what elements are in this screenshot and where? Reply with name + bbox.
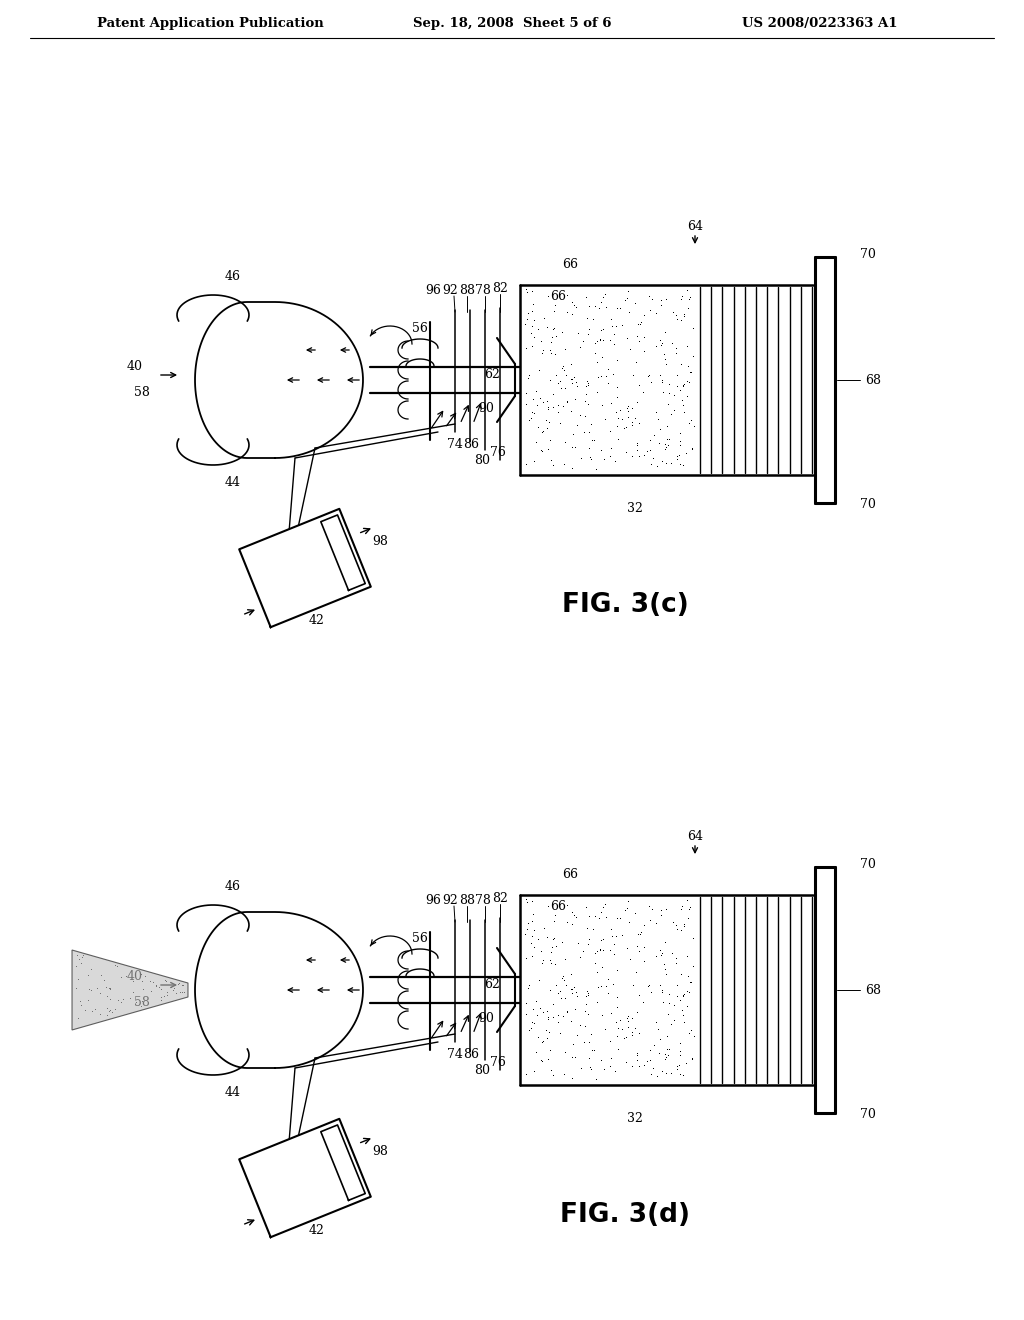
Text: 74: 74 bbox=[447, 438, 463, 451]
Text: 78: 78 bbox=[475, 894, 490, 907]
Text: 42: 42 bbox=[308, 614, 325, 627]
Text: 98: 98 bbox=[372, 535, 388, 548]
Text: 44: 44 bbox=[225, 1086, 241, 1100]
Text: US 2008/0223363 A1: US 2008/0223363 A1 bbox=[742, 17, 898, 30]
Text: Patent Application Publication: Patent Application Publication bbox=[96, 17, 324, 30]
Text: FIG. 3(d): FIG. 3(d) bbox=[560, 1203, 690, 1228]
Text: 88: 88 bbox=[459, 284, 475, 297]
Text: 70: 70 bbox=[860, 858, 876, 871]
Text: 62: 62 bbox=[484, 368, 500, 381]
Text: 96: 96 bbox=[425, 284, 441, 297]
Text: 90: 90 bbox=[478, 401, 494, 414]
Text: 66: 66 bbox=[550, 289, 566, 302]
Text: 76: 76 bbox=[490, 1056, 506, 1069]
Text: 74: 74 bbox=[447, 1048, 463, 1061]
Text: 90: 90 bbox=[478, 1011, 494, 1024]
Text: 46: 46 bbox=[225, 880, 241, 894]
Text: 58: 58 bbox=[134, 385, 150, 399]
Text: 86: 86 bbox=[463, 1048, 479, 1061]
Text: FIG. 3(c): FIG. 3(c) bbox=[561, 591, 688, 618]
Text: 86: 86 bbox=[463, 438, 479, 451]
Text: 46: 46 bbox=[225, 271, 241, 284]
Text: 64: 64 bbox=[687, 830, 703, 843]
Text: 92: 92 bbox=[442, 894, 458, 907]
Text: 66: 66 bbox=[550, 899, 566, 912]
Text: 64: 64 bbox=[687, 220, 703, 234]
Text: 78: 78 bbox=[475, 284, 490, 297]
Text: 68: 68 bbox=[865, 374, 881, 387]
Text: 80: 80 bbox=[474, 454, 490, 466]
Text: 66: 66 bbox=[562, 259, 578, 272]
Text: 82: 82 bbox=[493, 281, 508, 294]
Text: 66: 66 bbox=[562, 869, 578, 882]
Text: 56: 56 bbox=[412, 322, 428, 334]
Text: 80: 80 bbox=[474, 1064, 490, 1077]
Text: 32: 32 bbox=[627, 1111, 643, 1125]
Text: 62: 62 bbox=[484, 978, 500, 991]
Text: 32: 32 bbox=[627, 502, 643, 515]
Text: 40: 40 bbox=[127, 360, 143, 374]
Text: 68: 68 bbox=[865, 983, 881, 997]
Polygon shape bbox=[72, 950, 188, 1030]
Text: 96: 96 bbox=[425, 894, 441, 907]
Text: 58: 58 bbox=[134, 995, 150, 1008]
Text: 42: 42 bbox=[308, 1225, 325, 1237]
Text: 44: 44 bbox=[225, 477, 241, 490]
Text: 76: 76 bbox=[490, 446, 506, 459]
Text: Sep. 18, 2008  Sheet 5 of 6: Sep. 18, 2008 Sheet 5 of 6 bbox=[413, 17, 611, 30]
Text: 70: 70 bbox=[860, 1109, 876, 1122]
Text: 70: 70 bbox=[860, 248, 876, 261]
Text: 88: 88 bbox=[459, 894, 475, 907]
Text: 40: 40 bbox=[127, 970, 143, 983]
Text: 70: 70 bbox=[860, 499, 876, 511]
Text: 82: 82 bbox=[493, 891, 508, 904]
Text: 92: 92 bbox=[442, 284, 458, 297]
Text: 56: 56 bbox=[412, 932, 428, 945]
Text: 98: 98 bbox=[372, 1144, 388, 1158]
